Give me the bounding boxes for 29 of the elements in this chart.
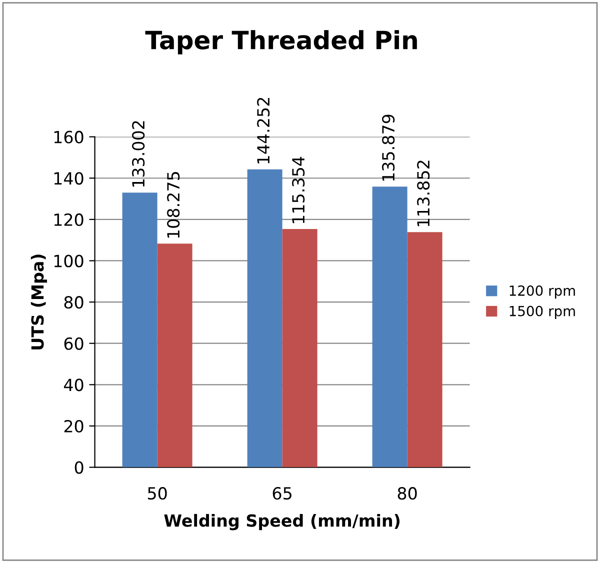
x-tick-label: 50 (148, 487, 167, 500)
data-label: 113.852 (417, 160, 430, 226)
y-tick-label: 80 (64, 296, 84, 309)
bar (122, 192, 158, 468)
x-axis-title: Welding Speed (mm/min) (164, 514, 400, 530)
legend-label: 1200 rpm (510, 285, 575, 299)
x-tick-label: 80 (398, 487, 417, 500)
chart-title: Taper Threaded Pin (145, 30, 417, 54)
y-tick-label: 100 (54, 254, 84, 268)
bar (282, 229, 318, 468)
data-label: 115.354 (292, 156, 305, 224)
data-label: 133.002 (132, 121, 145, 187)
bar (372, 186, 408, 468)
y-tick-label: 160 (54, 130, 84, 144)
y-axis-title: UTS (Mpa) (30, 254, 48, 350)
x-tick-label: 65 (272, 487, 292, 500)
y-tick-label: 140 (54, 172, 84, 185)
bar (407, 232, 442, 468)
bar (247, 169, 282, 468)
data-label: 144.252 (257, 98, 270, 164)
data-label: 135.879 (382, 114, 395, 181)
bar (157, 244, 192, 468)
y-tick-label: 60 (64, 337, 84, 350)
y-tick-label: 0 (74, 461, 84, 474)
y-tick-label: 120 (54, 213, 84, 226)
legend-label: 1500 rpm (510, 306, 575, 319)
y-tick-label: 20 (64, 420, 84, 433)
y-tick-label: 40 (64, 378, 84, 392)
data-label: 108.275 (167, 172, 180, 238)
